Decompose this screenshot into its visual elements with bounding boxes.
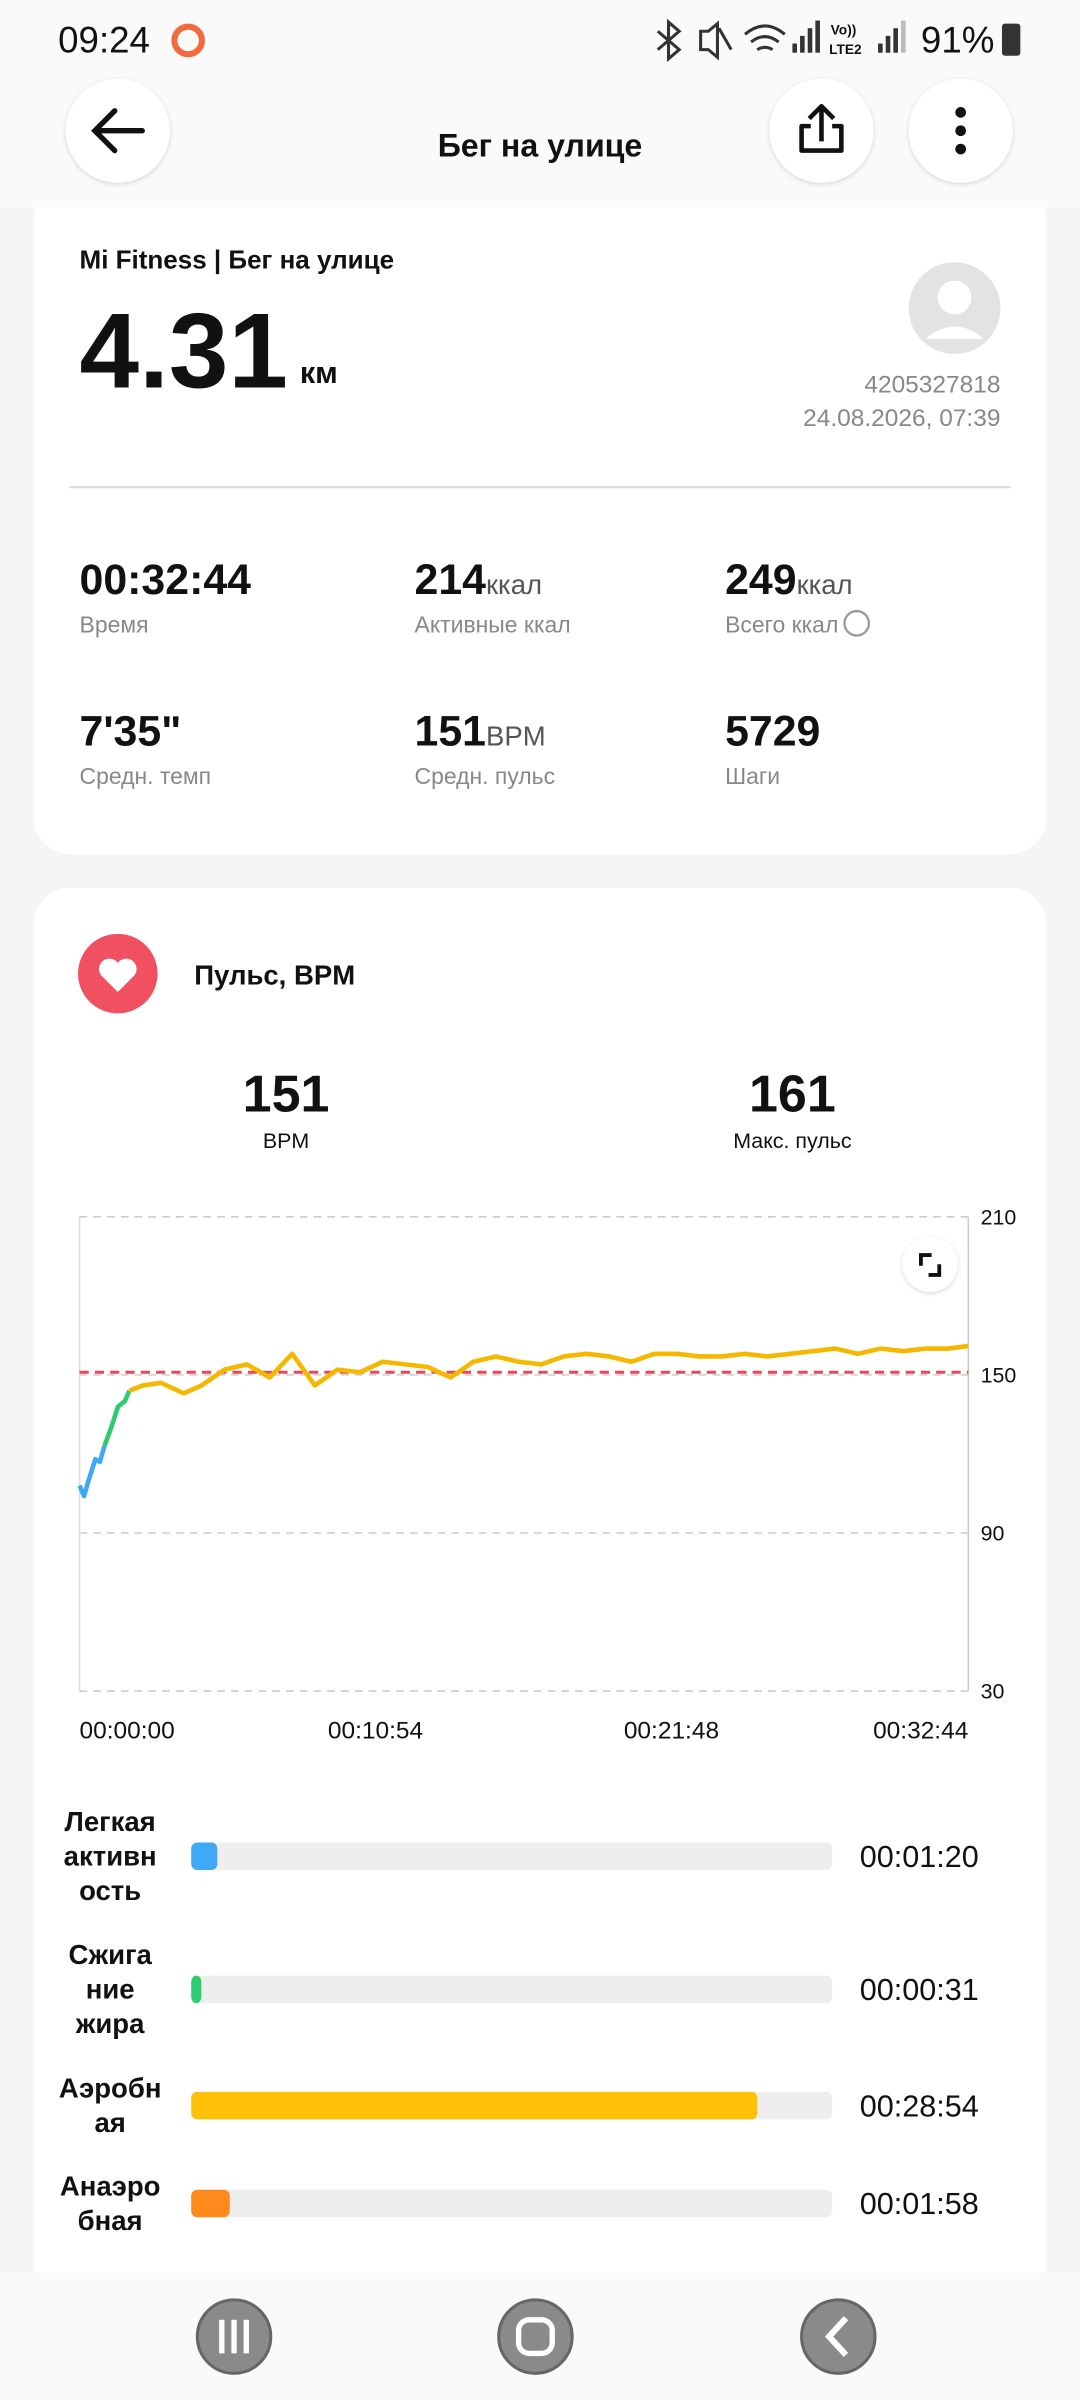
hr-line — [128, 1343, 969, 1396]
hr-line — [77, 1445, 107, 1499]
x-tick-label: 00:10:54 — [328, 1717, 423, 1744]
share-button[interactable] — [769, 78, 874, 183]
datetime: 24.08.2026, 07:39 — [803, 405, 1000, 432]
y-tick-label: 30 — [981, 1680, 1005, 1704]
stat-value: 5729 — [725, 708, 820, 756]
signal-icon — [792, 20, 906, 53]
zone-duration: 00:00:31 — [860, 1973, 979, 2007]
hr-line — [102, 1389, 132, 1447]
avg-value: 151 — [243, 1065, 330, 1123]
heart-chart: 30 90 150 210 00:00:00 00:10:54 00:21:48 00:32:… — [77, 1205, 1017, 1744]
zone-track — [191, 2189, 833, 2218]
stat-number: 7'35" — [80, 708, 182, 756]
info-icon — [843, 609, 871, 637]
distance-unit: км — [300, 356, 338, 390]
stat-value: 00:32:44 — [80, 556, 252, 604]
avatar — [908, 262, 1001, 355]
zone-duration: 00:28:54 — [860, 2089, 979, 2123]
x-tick-label: 00:32:44 — [873, 1717, 968, 1744]
y-tick-label: 210 — [981, 1205, 1017, 1229]
heart-icon — [78, 933, 158, 1014]
zone-bar — [191, 2189, 230, 2218]
zone-bar — [191, 1975, 202, 2004]
max-value: 161 — [749, 1065, 836, 1123]
nav-home[interactable] — [497, 2298, 574, 2375]
avg-label: BPM — [263, 1129, 309, 1153]
stat-unit: BPM — [486, 721, 546, 752]
source: Mi Fitness | Бег на улице — [80, 244, 395, 274]
distance: 4.31 — [80, 291, 288, 411]
page-title: Бег на улице — [438, 128, 643, 164]
stat-label: Средн. темп — [80, 763, 212, 789]
stat-number: 249 — [725, 556, 796, 604]
menu-button[interactable] — [908, 78, 1013, 183]
nav-back[interactable] — [800, 2298, 877, 2375]
zone-label: бная — [78, 2205, 143, 2236]
stat-number: 151 — [415, 708, 486, 756]
stat-label: Шаги — [725, 763, 780, 789]
top-bar — [0, 0, 1080, 208]
y-tick-label: 150 — [981, 1364, 1017, 1388]
stat-value: 151BPM — [415, 708, 546, 756]
stat-value: 7'35" — [80, 708, 182, 756]
stat-unit: ккал — [797, 569, 853, 600]
zone-track — [191, 1975, 833, 2004]
zone-label: Сжига — [68, 1939, 152, 1970]
zone-label: жира — [75, 2008, 145, 2039]
zone-track — [191, 1842, 833, 1871]
x-tick-label: 00:21:48 — [624, 1717, 719, 1744]
stat-label: Активные ккал — [415, 611, 571, 637]
zone-label: Легкая — [65, 1806, 156, 1837]
stat-value: 249ккал — [725, 556, 853, 604]
battery-icon — [1001, 23, 1021, 56]
user-id: 4205327818 — [864, 371, 1000, 398]
x-tick-label: 00:00:00 — [80, 1717, 175, 1744]
zone-bar — [191, 1842, 218, 1871]
status-icons — [656, 18, 786, 63]
stat-value: 214ккал — [415, 556, 543, 604]
y-tick-label: 90 — [981, 1522, 1005, 1546]
status-time: 09:24 — [58, 20, 150, 61]
status-volte: Vo)) — [831, 22, 857, 37]
zone-label: ние — [86, 1974, 135, 2005]
stat-label: Всего ккал — [725, 611, 838, 637]
heart-card — [33, 887, 1047, 2326]
summary-card — [33, 184, 1047, 855]
status-icon — [171, 23, 205, 58]
stat-unit: ккал — [486, 569, 542, 600]
expand-button[interactable] — [902, 1236, 958, 1292]
zone-bar — [191, 2091, 758, 2120]
status-battery: 91% — [921, 20, 994, 61]
stat-number: 5729 — [725, 708, 820, 756]
status-lte: LTE2 — [829, 42, 862, 57]
stat-number: 00:32:44 — [80, 556, 252, 604]
zone-label: Аэробн — [59, 2073, 162, 2104]
stat-label: Время — [80, 611, 149, 637]
stat-label: Средн. пульс — [415, 763, 556, 789]
zone-label: ая — [94, 2107, 125, 2138]
zone-duration: 00:01:58 — [860, 2187, 979, 2221]
stat-number: 214 — [415, 556, 487, 604]
zone-label: ость — [79, 1875, 141, 1906]
max-label: Макс. пульс — [733, 1129, 852, 1153]
nav-recents[interactable] — [195, 2298, 273, 2375]
zone-label: активн — [64, 1840, 157, 1871]
heart-title: Пульс, BPM — [194, 959, 355, 990]
zone-duration: 00:01:20 — [860, 1840, 979, 1874]
back-button[interactable] — [65, 78, 170, 183]
zone-label: Анаэро — [60, 2170, 161, 2201]
